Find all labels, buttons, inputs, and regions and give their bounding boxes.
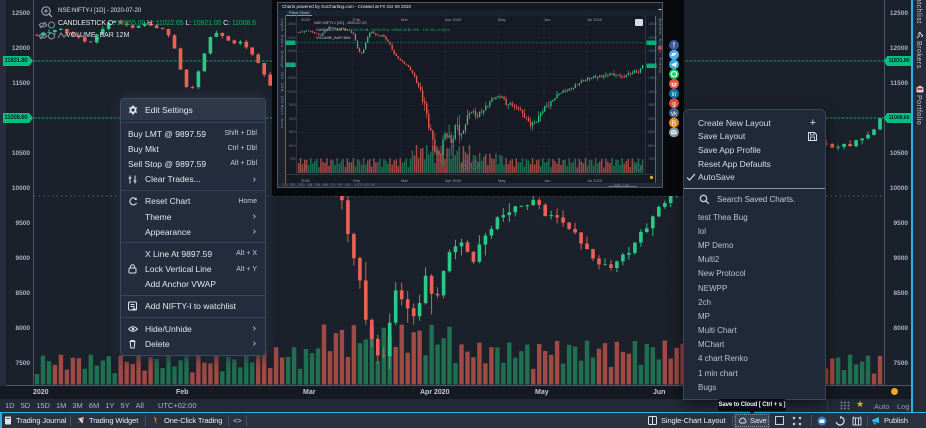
svg-text:f: f: [673, 43, 675, 50]
svg-text:g: g: [672, 101, 676, 108]
svg-text:C: C: [473, 163, 477, 169]
svg-text:in: in: [672, 92, 677, 98]
svg-text:B: B: [672, 120, 677, 127]
svg-text:G: G: [464, 163, 468, 169]
svg-text:vk: vk: [671, 111, 678, 117]
